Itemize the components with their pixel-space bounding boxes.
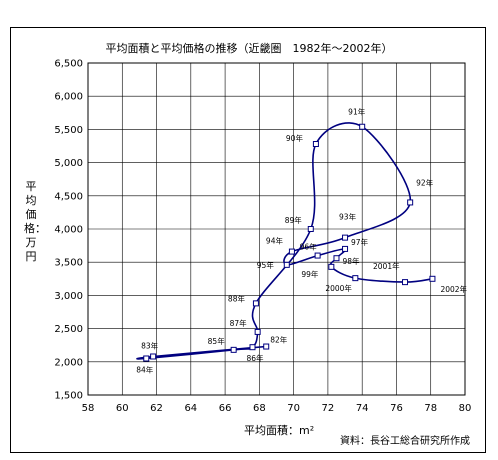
data-point-label: 83年 [141, 340, 159, 350]
data-point-label: 2000年 [325, 283, 352, 293]
data-point-marker [333, 255, 340, 262]
data-point-label: 85年 [208, 336, 226, 346]
data-point-label: 90年 [286, 133, 304, 143]
y-tick-label: 1,500 [54, 391, 83, 402]
data-point-label: 86年 [247, 353, 265, 363]
x-tick-label: 78 [424, 403, 437, 414]
data-point-marker [328, 263, 335, 270]
tick-labels: 58 60 62 64 66 68 70 72 74 76 78 80 1,500 2,000 2,500 3… [54, 59, 471, 415]
data-point-marker [263, 343, 270, 350]
x-tick-label: 64 [184, 403, 197, 414]
y-tick-label: 2,500 [54, 324, 83, 335]
y-tick-label: 3,000 [54, 291, 83, 302]
data-point-marker [342, 245, 349, 252]
series-markers [143, 123, 436, 362]
data-point-label: 92年 [416, 177, 434, 187]
x-tick-label: 76 [390, 403, 403, 414]
x-tick-label: 80 [459, 403, 472, 414]
x-tick-label: 72 [322, 403, 335, 414]
data-point-marker [314, 252, 321, 259]
data-point-marker [352, 275, 359, 282]
data-point-label: 96年 [300, 242, 318, 252]
data-point-label: 93年 [339, 212, 357, 222]
x-tick-label: 60 [116, 403, 129, 414]
data-point-marker [342, 234, 349, 241]
data-point-marker [359, 123, 366, 130]
x-tick-label: 68 [253, 403, 266, 414]
y-tick-label: 6,500 [54, 59, 83, 70]
data-point-label: 98年 [342, 256, 360, 266]
data-point-label: 99年 [301, 269, 319, 279]
x-tick-label: 58 [82, 403, 95, 414]
data-point-label: 82年 [270, 335, 288, 345]
data-point-marker [312, 141, 319, 148]
data-point-marker [252, 300, 259, 307]
series-line [136, 122, 433, 360]
data-point-marker [283, 261, 290, 268]
data-point-marker [407, 199, 414, 206]
data-point-marker [288, 248, 295, 255]
data-point-label: 2001年 [373, 261, 400, 271]
data-point-marker [429, 275, 436, 282]
data-point-marker [254, 328, 261, 335]
y-tick-label: 5,500 [54, 125, 83, 136]
data-point-marker [249, 344, 256, 351]
data-point-label: 97年 [351, 237, 369, 247]
data-point-marker [230, 346, 237, 353]
data-point-label: 89年 [285, 215, 303, 225]
data-point-label: 2002年 [440, 284, 467, 294]
data-point-label: 84年 [136, 364, 154, 374]
x-tick-label: 74 [356, 403, 369, 414]
data-point-marker [150, 353, 157, 360]
data-point-label: 87年 [230, 318, 248, 328]
x-tick-label: 62 [150, 403, 163, 414]
point-labels: 82年 83年 84年 85年 86年 87年 88年 89年 90年 91年 92年 93年 94年 9… [136, 107, 467, 375]
data-point-label: 94年 [266, 236, 284, 246]
y-tick-label: 6,000 [54, 92, 83, 103]
plot-area-border [87, 62, 466, 396]
data-point-marker [402, 279, 409, 286]
data-point-label: 91年 [348, 107, 366, 117]
data-point-marker [143, 355, 150, 362]
y-tick-label: 2,000 [54, 357, 83, 368]
chart-frame [10, 27, 486, 453]
x-tick-label: 66 [219, 403, 232, 414]
data-point-label: 95年 [257, 260, 275, 270]
x-axis-label: 平均面積：m² [244, 424, 315, 437]
source-note: 資料：長谷工総合研究所作成 [340, 436, 470, 447]
y-tick-label: 4,000 [54, 225, 83, 236]
data-point-marker [307, 226, 314, 232]
data-point-label: 88年 [228, 293, 246, 303]
y-tick-label: 3,500 [54, 258, 83, 269]
y-tick-label: 4,500 [54, 191, 83, 202]
y-tick-label: 5,000 [54, 158, 83, 169]
x-tick-label: 70 [287, 403, 300, 414]
chart-title: 平均面積と平均価格の推移（近畿圏 1982年～2002年） [105, 42, 393, 55]
